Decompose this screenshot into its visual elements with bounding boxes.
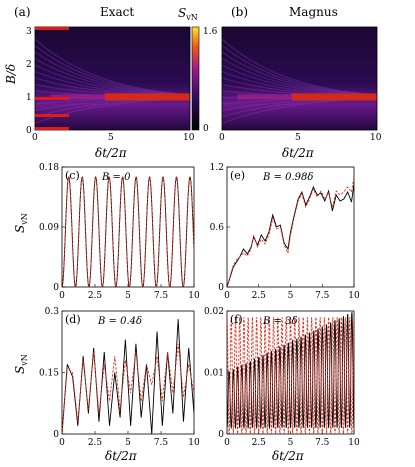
d-xtick-label: 10	[188, 438, 200, 448]
c-ytick-label: 0.09	[39, 223, 59, 233]
heatmap-a-ytick-2: 2	[26, 60, 32, 70]
heatmap-fringe	[221, 38, 378, 96]
heatmap-a-panel-label: (a)	[14, 5, 31, 19]
f-xtick-label: 10	[348, 438, 360, 448]
c-annotation: B = 0	[101, 172, 131, 183]
heatmap-b-xtick-5: 5	[295, 133, 301, 143]
f-xtick-label: 5	[288, 438, 294, 448]
e-ytick-label: 0.6	[210, 223, 225, 233]
colorbar-label: SvN	[178, 6, 198, 22]
d-panel-label: (d)	[65, 313, 81, 326]
e-xtick-label: 5	[288, 291, 294, 301]
d-ytick-label: 0	[53, 430, 59, 440]
d-magnus-line	[62, 343, 194, 434]
ylabel-d: SvN	[13, 354, 29, 374]
d-xtick-label: 2.5	[88, 438, 103, 448]
e-annotation: B = 0.98δ	[262, 172, 313, 183]
e-ytick-label: 1.2	[210, 163, 224, 173]
heatmap-b-xtick-0: 0	[219, 133, 225, 143]
d-xtick-label: 5	[125, 438, 131, 448]
f-ytick-label: 0.01	[204, 369, 224, 379]
f-ytick-label: 0	[218, 430, 224, 440]
e-xtick-label: 2.5	[252, 291, 267, 301]
heatmap-a-ytick-3: 3	[26, 27, 32, 37]
f-xtick-label: 7.5	[315, 438, 330, 448]
panel-e: 0 2.5 5 7.5 10 0 0.6 1.2 (e) B = 0.98δ	[210, 163, 360, 301]
heatmap-a-frame	[34, 26, 191, 131]
marker-B-3	[35, 27, 69, 30]
e-xtick-label: 10	[348, 291, 360, 301]
e-magnus-line	[227, 176, 354, 287]
f-xtick-label: 2.5	[252, 438, 267, 448]
d-xtick-label: 0	[59, 438, 65, 448]
heatmap-a-xtick-10: 10	[183, 133, 195, 143]
c-xtick-label: 2.5	[88, 291, 103, 301]
f-panel-label: (f)	[230, 313, 243, 326]
heatmap-b-stripes	[221, 38, 378, 125]
resonance-band	[291, 93, 377, 101]
heatmap-a-xtick-5: 5	[108, 133, 114, 143]
heatmap-fringe	[221, 45, 378, 96]
c-ytick-label: 0.18	[39, 163, 59, 173]
heatmap-a-title: Exact	[100, 5, 134, 19]
marker-B-0	[35, 127, 69, 130]
heatmap-fringe	[34, 45, 191, 96]
marker-B-0.4	[35, 114, 69, 117]
heatmap-a-xlabel: δt/2π	[95, 146, 128, 160]
heatmap-b: (b) Magnus δt/2π 0 5 10	[219, 5, 382, 160]
e-ytick-label: 0	[218, 283, 224, 293]
resonance-band-lead	[237, 94, 292, 100]
heatmap-b-panel-label: (b)	[231, 5, 248, 19]
e-xtick-label: 0	[224, 291, 230, 301]
colorbar-gradient	[191, 26, 200, 131]
heatmap-b-title: Magnus	[289, 5, 338, 19]
xlabel-f: δt/2π	[272, 449, 305, 463]
heatmap-fringe	[34, 38, 191, 96]
marker-B-0.98	[35, 97, 69, 100]
d-annotation: B = 0.4δ	[97, 316, 142, 327]
colorbar-tick-max: 1.6	[203, 27, 218, 37]
resonance-band	[104, 93, 190, 101]
c-xtick-label: 7.5	[154, 291, 169, 301]
heatmap-b-area	[222, 27, 377, 130]
ylabel-c: SvN	[13, 213, 29, 233]
panel-f: 0 2.5 5 7.5 10 0 0.01 0.02 (f) B = 3δ	[204, 307, 360, 448]
xlabel-d: δt/2π	[105, 449, 138, 463]
f-ytick-label: 0.02	[204, 307, 224, 317]
heatmap-b-frame	[221, 26, 378, 131]
panel-d: 0 2.5 5 7.5 10 0 0.15 0.3 (d) B = 0.4δ	[39, 307, 200, 448]
c-ytick-label: 0	[53, 283, 59, 293]
f-plot-frame	[226, 310, 355, 435]
c-xtick-label: 5	[125, 291, 131, 301]
e-panel-label: (e)	[230, 169, 245, 182]
heatmap-b-xlabel: δt/2π	[282, 146, 315, 160]
f-xtick-label: 0	[224, 438, 230, 448]
heatmap-a-ytick-0: 0	[26, 126, 32, 136]
heatmap-a-stripes	[34, 38, 191, 125]
panel-c: 0 2.5 5 7.5 10 0 0.09 0.18 (c) B = 0	[39, 163, 200, 301]
heatmap-a-ylabel: B/δ	[4, 64, 18, 85]
heatmap-a-area	[35, 27, 190, 130]
heatmap-a: (a) Exact B/δ δt/2π 0 5 10 0 1 2 3	[4, 5, 195, 160]
d-ytick-label: 0.3	[45, 307, 60, 317]
colorbar-tick-min: 0	[203, 124, 209, 134]
d-ytick-label: 0.15	[39, 369, 59, 379]
c-xtick-label: 0	[59, 291, 65, 301]
heatmap-a-ytick-1: 1	[26, 93, 32, 103]
f-magnus-line	[227, 317, 354, 434]
c-magnus-line	[62, 176, 194, 287]
c-panel-label: (c)	[65, 169, 80, 182]
e-exact-line	[227, 183, 354, 287]
d-xtick-label: 7.5	[154, 438, 169, 448]
c-xtick-label: 10	[188, 291, 200, 301]
e-plot-frame	[226, 166, 355, 288]
heatmap-b-xtick-10: 10	[370, 133, 382, 143]
e-xtick-label: 7.5	[315, 291, 330, 301]
f-exact-line	[227, 312, 354, 430]
resonance-band-lead	[50, 94, 105, 100]
heatmap-a-markers	[35, 27, 69, 130]
f-annotation: B = 3δ	[262, 316, 297, 327]
heatmap-a-xtick-0: 0	[32, 133, 38, 143]
